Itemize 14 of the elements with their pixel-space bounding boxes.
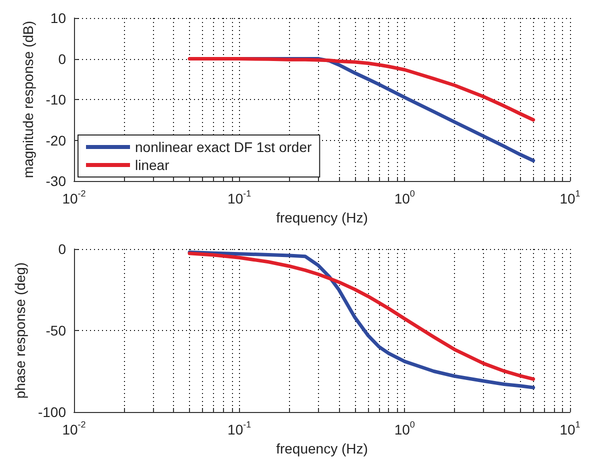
y-axis-title: phase response (deg) [12, 262, 28, 399]
y-tick-label: -50 [46, 322, 66, 338]
legend-label: nonlinear exact DF 1st order [135, 139, 312, 155]
y-axis-title: magnitude response (dB) [20, 20, 36, 178]
y-tick-label: -10 [46, 92, 66, 108]
y-tick-label: -30 [46, 173, 66, 189]
y-tick-label: 0 [58, 241, 66, 257]
y-tick-label: 10 [50, 10, 66, 26]
x-axis-title: frequency (Hz) [276, 440, 368, 456]
y-tick-label: 0 [58, 50, 66, 67]
legend-label: linear [135, 157, 170, 173]
y-tick-label: -100 [38, 404, 66, 420]
y-tick-label: -20 [46, 132, 66, 148]
x-axis-title: frequency (Hz) [276, 209, 368, 226]
